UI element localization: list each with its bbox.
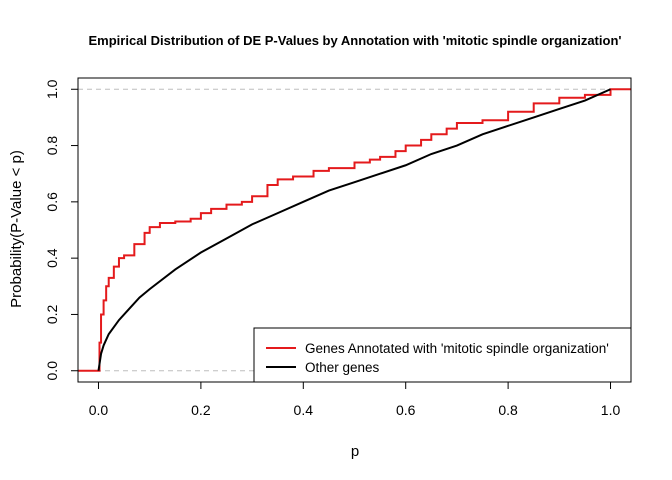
legend-box <box>253 327 632 383</box>
y-axis: 0.0 0.2 0.4 0.6 0.8 1.0 <box>44 79 79 381</box>
legend-label-other: Other genes <box>305 360 380 375</box>
x-tick-label: 0.4 <box>294 402 314 418</box>
y-tick-label: 0.2 <box>44 305 60 325</box>
x-axis-label: p <box>351 443 359 460</box>
legend: Genes Annotated with 'mitotic spindle or… <box>253 327 632 383</box>
x-tick-label: 0.8 <box>498 402 518 418</box>
y-tick-label: 0.6 <box>44 192 60 212</box>
y-tick-label: 1.0 <box>44 79 60 99</box>
y-tick-label: 0.0 <box>44 361 60 381</box>
x-tick-label: 0.2 <box>191 402 211 418</box>
y-tick-label: 0.8 <box>44 136 60 156</box>
legend-label-annotated: Genes Annotated with 'mitotic spindle or… <box>305 341 609 356</box>
x-axis: 0.0 0.2 0.4 0.6 0.8 1.0 <box>89 381 621 418</box>
series-annotated-line <box>78 88 631 372</box>
x-tick-label: 0.0 <box>89 402 109 418</box>
x-tick-label: 1.0 <box>601 402 621 418</box>
y-tick-label: 0.4 <box>44 248 60 268</box>
series-other-line <box>97 88 611 371</box>
x-tick-label: 0.6 <box>396 402 416 418</box>
chart-title: Empirical Distribution of DE P-Values by… <box>89 33 622 48</box>
y-axis-label: Probability(P-Value < p) <box>8 150 25 308</box>
